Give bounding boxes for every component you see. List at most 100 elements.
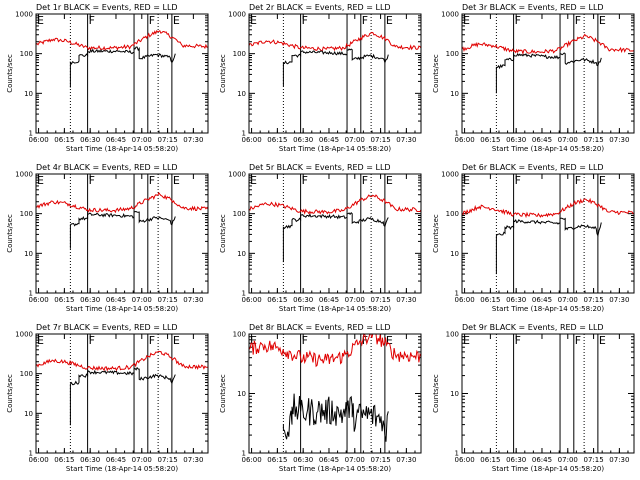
- panel-title: Det 3r BLACK = Events, RED = LLD: [462, 3, 604, 12]
- x-tick-label: 07:00: [558, 136, 578, 144]
- x-tick-label: 07:15: [370, 456, 390, 464]
- x-axis-label: Start Time (18-Apr-14 05:58:20): [66, 465, 178, 473]
- x-tick-label: 06:00: [28, 136, 48, 144]
- y-tick-label: 1: [29, 130, 33, 138]
- interval-marker: F: [515, 14, 521, 27]
- plot-frame: [35, 173, 209, 294]
- x-tick-label: 06:45: [106, 136, 126, 144]
- x-tick-label: 07:30: [609, 296, 629, 304]
- plot-frame: [248, 173, 422, 294]
- x-tick-label: 06:15: [480, 136, 500, 144]
- x-tick-label: 06:45: [106, 456, 126, 464]
- x-tick-label: 06:30: [293, 296, 313, 304]
- x-tick-label: 06:15: [267, 456, 287, 464]
- panel-title: Det 5r BLACK = Events, RED = LLD: [249, 163, 391, 172]
- interval-marker: F: [149, 334, 155, 347]
- y-tick-label: 1000: [15, 11, 33, 19]
- x-axis-label: Start Time (18-Apr-14 05:58:20): [492, 465, 604, 473]
- x-tick-label: 07:00: [132, 456, 152, 464]
- x-tick-label: 06:00: [241, 296, 261, 304]
- x-tick-label: 06:00: [454, 136, 474, 144]
- interval-marker: E: [173, 334, 180, 347]
- x-tick-label: 06:00: [454, 296, 474, 304]
- x-axis-label: Start Time (18-Apr-14 05:58:20): [279, 145, 391, 153]
- events-series-line: [495, 217, 602, 275]
- y-tick-label: 1000: [441, 171, 459, 179]
- interval-marker: F: [362, 334, 368, 347]
- interval-marker: E: [250, 174, 257, 187]
- interval-marker: E: [386, 174, 393, 187]
- events-series-line: [69, 366, 176, 426]
- interval-marker: E: [463, 14, 470, 27]
- x-tick-label: 07:15: [370, 296, 390, 304]
- panel-det-2: Det 2r BLACK = Events, RED = LLD 1 10 100 10…: [219, 3, 422, 153]
- x-tick-label: 06:00: [454, 456, 474, 464]
- y-tick-label: 10: [24, 250, 33, 258]
- x-tick-label: 07:15: [157, 296, 177, 304]
- x-tick-label: 07:15: [370, 136, 390, 144]
- lld-series-line: [35, 29, 209, 51]
- y-tick-label: 1: [29, 450, 33, 458]
- x-tick-label: 06:45: [319, 456, 339, 464]
- x-tick-label: 07:15: [157, 136, 177, 144]
- events-series-line: [495, 52, 602, 94]
- x-axis-label: Start Time (18-Apr-14 05:58:20): [279, 305, 391, 313]
- x-tick-label: 07:00: [345, 136, 365, 144]
- interval-marker: E: [599, 334, 606, 347]
- events-series-line: [282, 48, 389, 87]
- interval-marker: E: [463, 334, 470, 347]
- y-axis-label: Counts/sec: [219, 214, 227, 253]
- x-tick-label: 06:45: [532, 136, 552, 144]
- x-tick-label: 06:30: [80, 136, 100, 144]
- y-tick-label: 1: [242, 450, 246, 458]
- x-axis-label: Start Time (18-Apr-14 05:58:20): [279, 465, 391, 473]
- panel-det-5: Det 5r BLACK = Events, RED = LLD 1 10 100 10…: [219, 163, 422, 313]
- interval-marker: F: [149, 14, 155, 27]
- x-tick-label: 06:15: [54, 456, 74, 464]
- x-tick-label: 06:15: [267, 136, 287, 144]
- panel-title: Det 2r BLACK = Events, RED = LLD: [249, 3, 391, 12]
- x-tick-label: 06:15: [267, 296, 287, 304]
- x-tick-label: 07:15: [583, 296, 603, 304]
- y-tick-label: 10: [237, 250, 246, 258]
- interval-marker: F: [515, 334, 521, 347]
- y-tick-label: 100: [233, 50, 246, 58]
- x-tick-label: 07:30: [609, 456, 629, 464]
- events-series-line: [282, 212, 389, 263]
- lld-series-line: [35, 191, 209, 214]
- x-tick-label: 06:45: [532, 296, 552, 304]
- x-tick-label: 06:30: [293, 456, 313, 464]
- lld-series-line: [461, 33, 635, 56]
- x-axis-label: Start Time (18-Apr-14 05:58:20): [492, 305, 604, 313]
- interval-marker: E: [386, 14, 393, 27]
- interval-marker: E: [250, 14, 257, 27]
- x-tick-label: 06:00: [241, 136, 261, 144]
- x-tick-label: 07:00: [345, 296, 365, 304]
- panel-title: Det 9r BLACK = Events, RED = LLD: [462, 323, 604, 332]
- y-tick-label: 10: [24, 410, 33, 418]
- x-tick-label: 06:00: [28, 296, 48, 304]
- x-tick-label: 07:15: [583, 136, 603, 144]
- plot-frame: [248, 13, 422, 134]
- x-tick-label: 07:30: [183, 456, 203, 464]
- x-tick-label: 06:30: [506, 296, 526, 304]
- x-tick-label: 07:30: [396, 296, 416, 304]
- x-tick-label: 06:15: [480, 296, 500, 304]
- interval-marker: F: [302, 334, 308, 347]
- x-tick-label: 06:00: [28, 456, 48, 464]
- y-tick-label: 100: [20, 50, 33, 58]
- y-axis-label: Counts/sec: [219, 54, 227, 93]
- panel-title: Det 1r BLACK = Events, RED = LLD: [36, 3, 178, 12]
- y-tick-label: 10: [450, 90, 459, 98]
- events-series-line: [282, 393, 389, 442]
- y-tick-label: 1: [29, 290, 33, 298]
- interval-marker: F: [362, 14, 368, 27]
- x-tick-label: 07:15: [583, 456, 603, 464]
- y-axis-label: Counts/sec: [219, 374, 227, 413]
- panel-det-6: Det 6r BLACK = Events, RED = LLD 1 10 100 10…: [432, 163, 635, 313]
- y-tick-label: 1000: [15, 331, 33, 339]
- panel-title: Det 7r BLACK = Events, RED = LLD: [36, 323, 178, 332]
- y-tick-label: 1: [455, 290, 459, 298]
- interval-marker: F: [362, 174, 368, 187]
